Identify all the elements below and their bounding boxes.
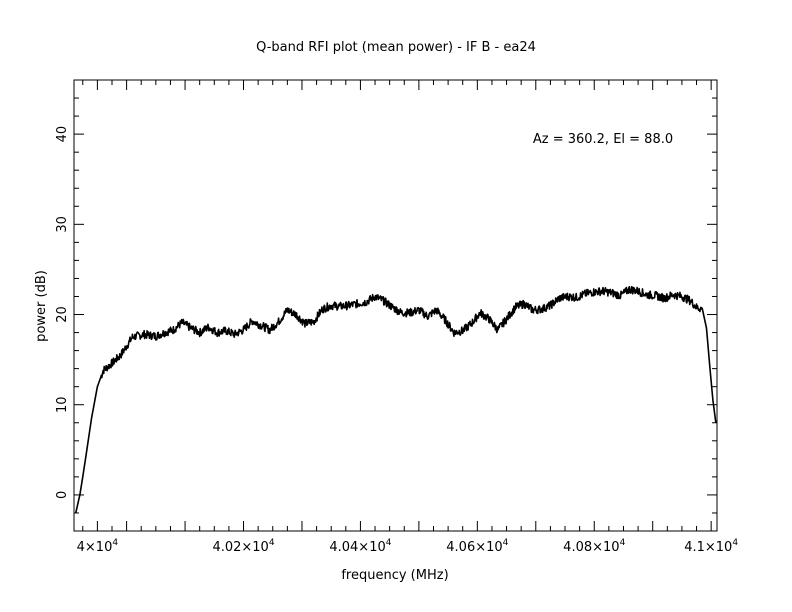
x-tick-label: 4.06×104 xyxy=(446,538,508,555)
plot-frame xyxy=(73,79,718,532)
y-tick-label: 30 xyxy=(55,216,70,233)
y-axis-ticks xyxy=(74,97,717,514)
x-tick-label: 4.1×104 xyxy=(684,538,738,555)
x-axis-tick-labels: 4×104 4.02×104 4.04×104 4.06×104 4.08×104 4.1… xyxy=(77,538,739,555)
x-tick-label: 4.04×104 xyxy=(329,538,391,555)
x-tick-label: 4.08×104 xyxy=(563,538,625,555)
x-tick-label: 4×104 xyxy=(77,538,119,555)
y-tick-label: 10 xyxy=(55,396,70,413)
chart-title: Q-band RFI plot (mean power) - IF B - ea… xyxy=(256,40,536,55)
y-tick-label: 40 xyxy=(55,126,70,143)
y-tick-label: 20 xyxy=(55,306,70,323)
x-axis-label: frequency (MHz) xyxy=(341,568,448,583)
pointing-annotation: Az = 360.2, El = 88.0 xyxy=(533,132,673,147)
power-spectrum-line xyxy=(74,285,717,514)
y-tick-label: 0 xyxy=(55,491,70,499)
y-axis-tick-labels: 0 10 20 30 40 xyxy=(55,126,70,499)
x-axis-ticks xyxy=(82,80,712,531)
y-axis-label: power (dB) xyxy=(34,270,49,342)
x-tick-label: 4.02×104 xyxy=(212,538,274,555)
